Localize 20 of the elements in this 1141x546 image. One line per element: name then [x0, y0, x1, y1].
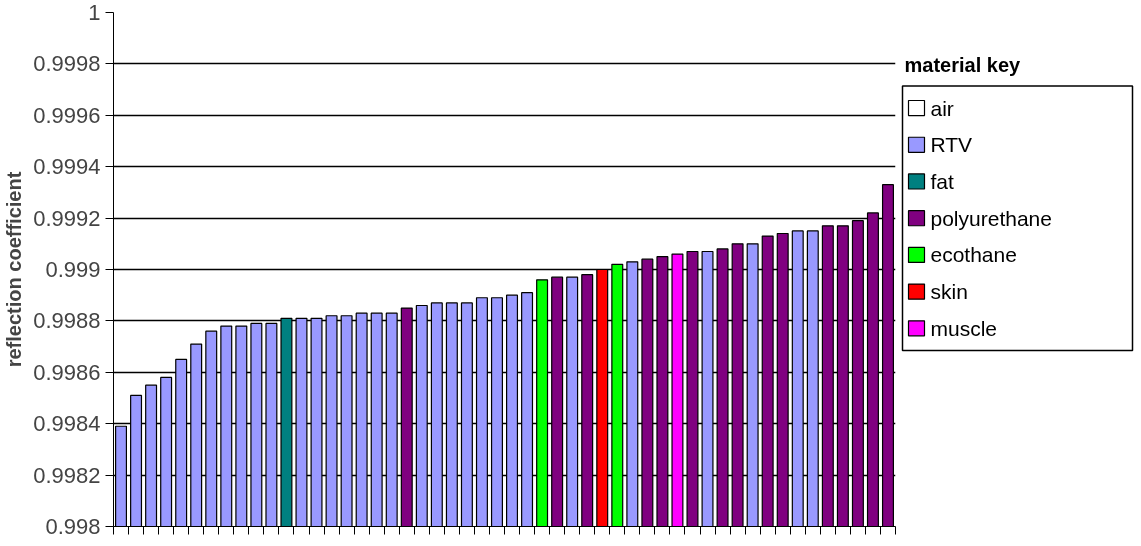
y-tick-label: 0.9986: [33, 359, 101, 385]
y-tick-label: 0.9982: [33, 462, 101, 488]
legend-label: RTV: [930, 133, 973, 157]
y-tick-label: 0.9984: [33, 411, 101, 437]
legend-label: air: [930, 96, 954, 120]
legend-label: fat: [930, 169, 955, 193]
legend-title: material key: [904, 54, 1022, 77]
y-tick-label: 1: [88, 0, 101, 25]
legend-label: ecothane: [930, 243, 1017, 267]
y-tick-label: 0.9996: [33, 102, 101, 128]
y-axis-title: reflection coefficient: [3, 171, 26, 368]
legend-label: skin: [930, 280, 968, 304]
y-tick-label: 0.9994: [33, 154, 101, 180]
y-tick-label: 0.999: [45, 257, 101, 282]
y-tick-label: 0.9992: [33, 205, 101, 231]
y-tick-label: 0.9988: [33, 308, 101, 334]
y-tick-label: 0.9998: [33, 51, 101, 77]
y-tick-label: 0.998: [45, 514, 101, 539]
legend-label: polyurethane: [930, 206, 1052, 230]
legend-label: muscle: [930, 316, 998, 340]
